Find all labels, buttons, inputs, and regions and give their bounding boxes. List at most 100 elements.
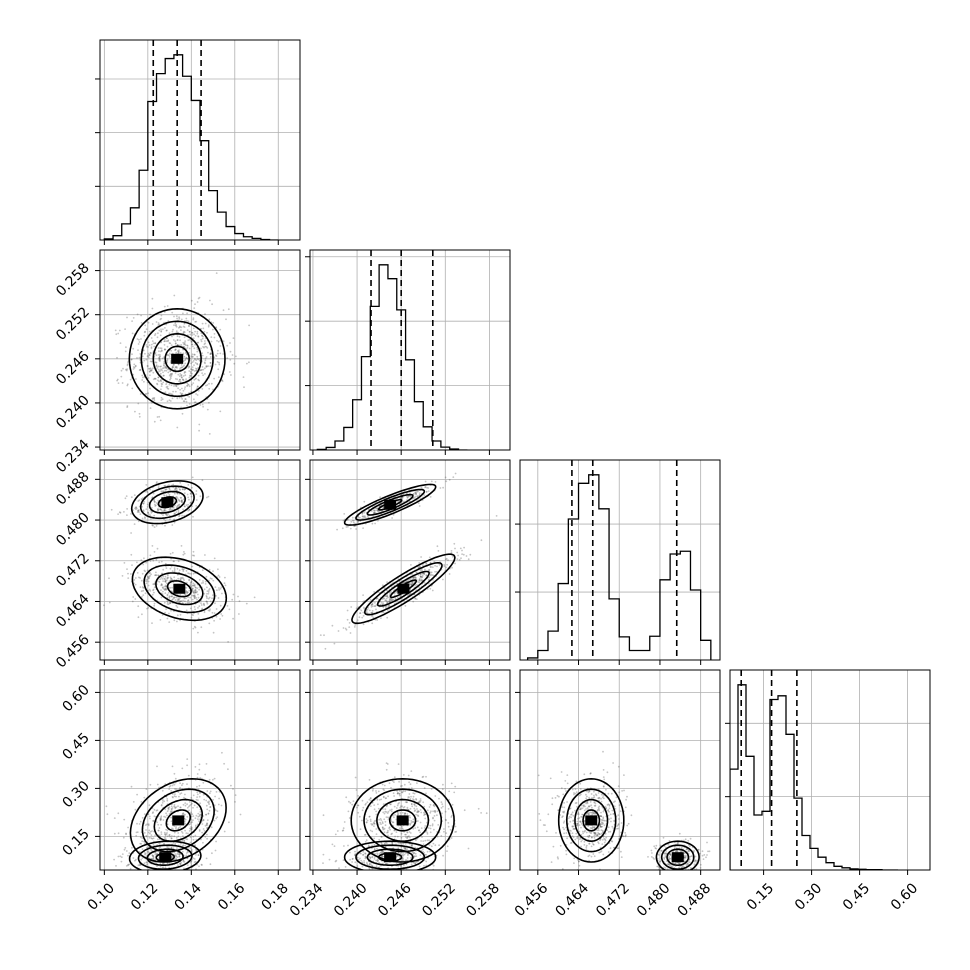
scatter-point bbox=[395, 862, 398, 865]
scatter-point bbox=[164, 833, 166, 836]
scatter-point bbox=[186, 815, 189, 818]
scatter-point bbox=[176, 496, 178, 498]
scatter-point bbox=[425, 775, 427, 778]
scatter-point bbox=[180, 374, 183, 377]
scatter-point bbox=[188, 396, 191, 398]
scatter-point bbox=[558, 795, 560, 798]
scatter-point bbox=[161, 789, 164, 792]
scatter-point bbox=[168, 834, 171, 837]
scatter-point bbox=[201, 337, 204, 340]
scatter-point bbox=[194, 589, 197, 591]
contour-level bbox=[366, 848, 414, 867]
scatter-point bbox=[409, 578, 411, 581]
scatter-point bbox=[592, 853, 595, 855]
scatter-point bbox=[129, 867, 132, 870]
scatter-point bbox=[403, 806, 406, 808]
scatter-point bbox=[366, 862, 368, 865]
scatter-point bbox=[387, 810, 390, 813]
scatter-point bbox=[602, 785, 605, 787]
scatter-point bbox=[189, 585, 192, 587]
scatter-point bbox=[163, 509, 166, 512]
scatter-point bbox=[381, 851, 384, 854]
scatter-point bbox=[584, 876, 586, 878]
scatter-point bbox=[391, 517, 393, 519]
scatter-point bbox=[177, 363, 180, 366]
scatter-point bbox=[191, 589, 194, 592]
scatter-point bbox=[388, 597, 391, 599]
scatter-point bbox=[376, 860, 379, 863]
scatter-point bbox=[171, 393, 174, 396]
scatter-point bbox=[164, 348, 166, 351]
scatter-point bbox=[377, 510, 379, 513]
scatter-point bbox=[223, 582, 226, 585]
scatter-point bbox=[184, 344, 187, 346]
scatter-point bbox=[425, 490, 428, 493]
scatter-point bbox=[192, 318, 195, 321]
scatter-point bbox=[169, 392, 172, 395]
scatter-point bbox=[354, 776, 357, 779]
scatter-point bbox=[363, 860, 365, 862]
scatter-point bbox=[444, 810, 447, 813]
scatter-point bbox=[414, 862, 417, 865]
scatter-point bbox=[398, 842, 401, 844]
scatter-point bbox=[183, 343, 186, 345]
scatter-point bbox=[176, 614, 179, 617]
contour-level bbox=[355, 488, 426, 521]
scatter-point bbox=[217, 340, 220, 343]
scatter-point bbox=[213, 619, 216, 622]
scatter-point bbox=[190, 580, 193, 583]
scatter-point bbox=[168, 354, 171, 356]
scatter-point bbox=[397, 812, 400, 815]
scatter-point bbox=[154, 501, 156, 503]
scatter-point bbox=[410, 863, 413, 866]
scatter-point bbox=[133, 523, 136, 525]
scatter-point bbox=[189, 502, 192, 505]
scatter-point bbox=[603, 837, 606, 840]
scatter-point bbox=[192, 585, 194, 587]
scatter-point bbox=[153, 514, 156, 517]
scatter-point bbox=[155, 525, 158, 527]
scatter-point bbox=[377, 807, 380, 810]
scatter-point bbox=[206, 833, 208, 836]
scatter-point bbox=[116, 356, 118, 359]
scatter-point bbox=[362, 806, 365, 809]
scatter-point bbox=[141, 840, 144, 842]
scatter-point bbox=[108, 577, 110, 580]
scatter-point bbox=[398, 802, 400, 804]
scatter-point bbox=[376, 852, 378, 855]
scatter-point bbox=[191, 590, 194, 592]
scatter-point bbox=[393, 592, 396, 595]
scatter-point bbox=[199, 802, 202, 805]
scatter-point bbox=[152, 378, 155, 381]
scatter-point bbox=[371, 615, 373, 617]
scatter-point bbox=[150, 346, 153, 349]
scatter-point bbox=[563, 806, 566, 809]
scatter-point bbox=[137, 510, 140, 512]
scatter-point bbox=[184, 822, 187, 825]
scatter-point bbox=[202, 345, 204, 348]
scatter-point bbox=[375, 810, 377, 813]
scatter-point bbox=[209, 790, 212, 793]
scatter-point bbox=[403, 846, 405, 849]
scatter-point bbox=[417, 811, 419, 814]
scatter-point bbox=[219, 618, 222, 620]
scatter-point bbox=[149, 830, 152, 833]
scatter-point bbox=[179, 863, 182, 866]
scatter-point bbox=[410, 564, 412, 566]
scatter-point bbox=[146, 365, 149, 368]
scatter-point bbox=[181, 501, 184, 503]
scatter-point bbox=[178, 316, 181, 319]
scatter-point bbox=[186, 601, 189, 604]
scatter-point bbox=[452, 476, 455, 478]
scatter-point bbox=[176, 492, 179, 495]
scatter-point bbox=[381, 598, 384, 601]
scatter-point bbox=[144, 580, 147, 582]
scatter-point bbox=[410, 770, 413, 772]
scatter-point bbox=[178, 788, 181, 790]
scatter-point bbox=[232, 337, 235, 339]
scatter-point bbox=[446, 563, 448, 566]
scatter-point bbox=[393, 781, 395, 783]
scatter-point bbox=[141, 848, 144, 851]
scatter-point bbox=[170, 508, 172, 511]
